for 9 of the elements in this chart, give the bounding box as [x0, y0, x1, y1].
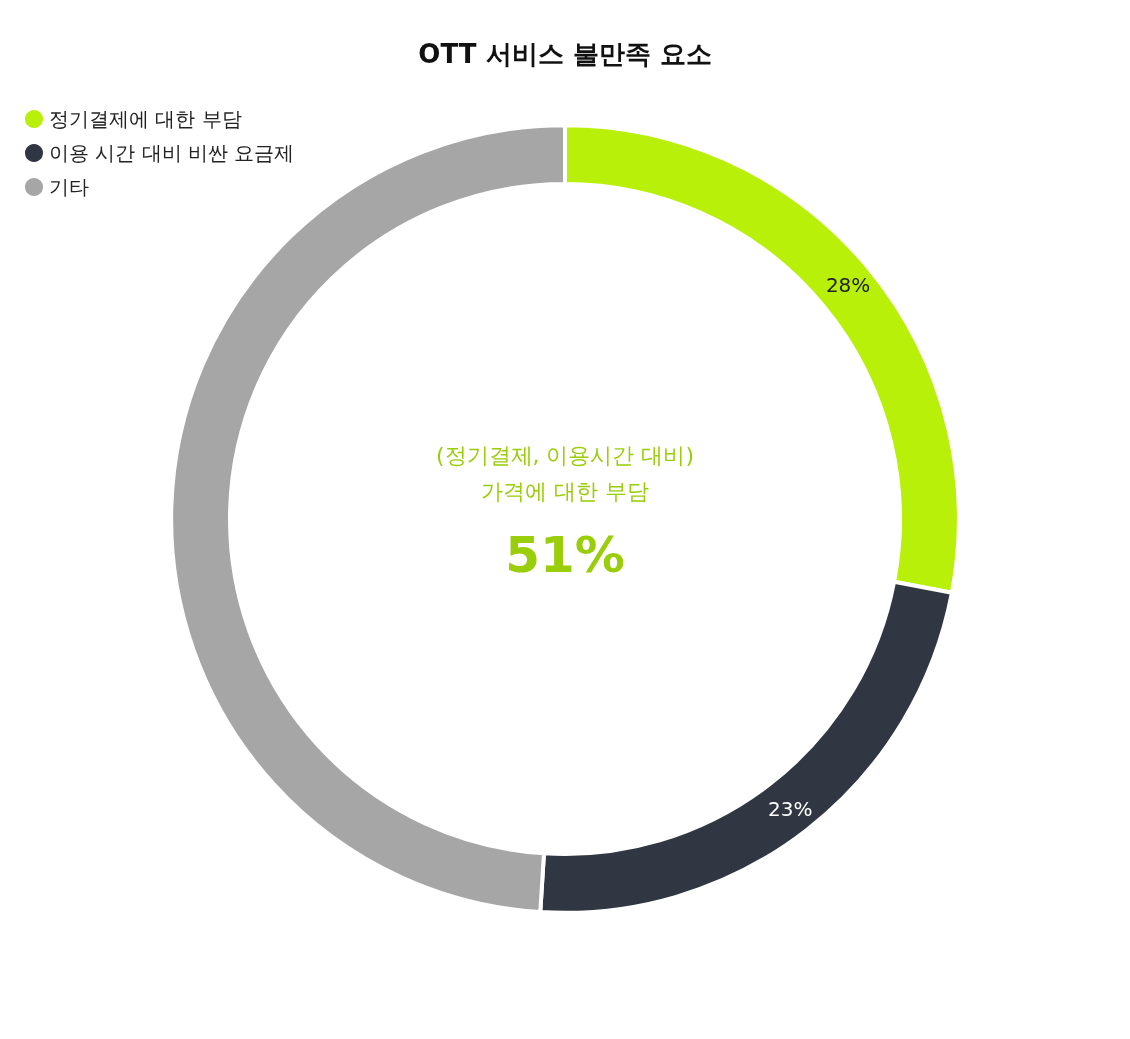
data-label: 28%	[825, 272, 871, 297]
legend-label: 정기결제에 대한 부담	[49, 107, 242, 131]
text: 51%	[505, 526, 625, 584]
legend-label: 기타	[49, 175, 89, 199]
data-label: 23%	[767, 797, 813, 822]
chart-title: OTT 서비스 불만족 요소	[418, 39, 712, 69]
legend-label: 이용 시간 대비 비싼 요금제	[49, 141, 295, 165]
text: 가격에 대한 부담	[481, 478, 650, 504]
text: (정기결제, 이용시간 대비)	[435, 442, 695, 468]
